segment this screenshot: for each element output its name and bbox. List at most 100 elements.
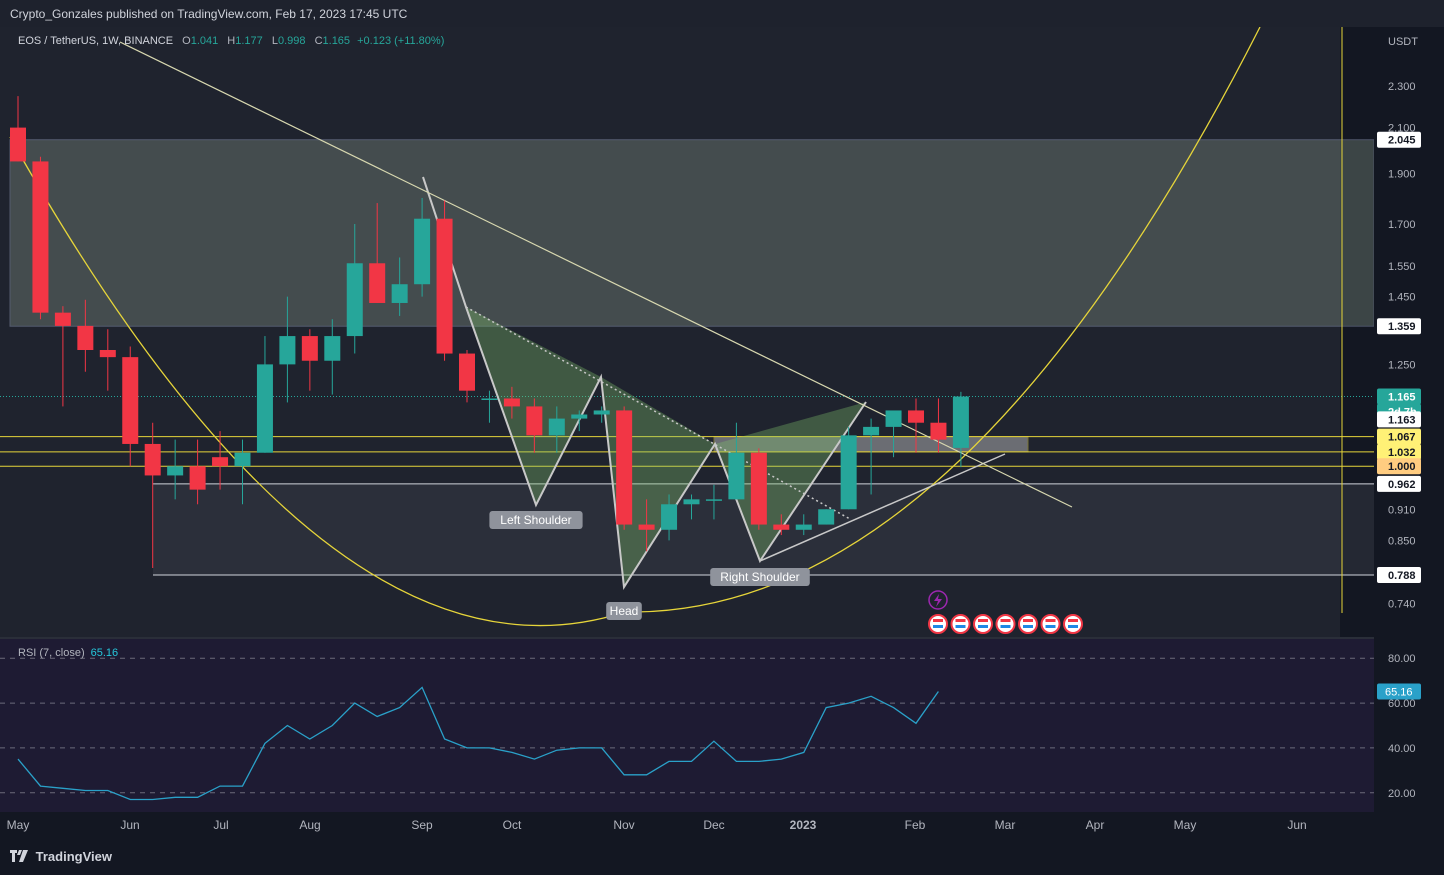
footer-brand[interactable]: TradingView xyxy=(10,849,112,864)
flag-stripe-icon xyxy=(933,625,943,628)
candle xyxy=(301,329,318,391)
future-area xyxy=(1340,27,1374,637)
supply-zone xyxy=(9,139,1375,327)
currency-label: USDT xyxy=(1388,36,1418,48)
candle-body xyxy=(369,263,386,303)
high-label: H xyxy=(227,35,236,47)
candle-body xyxy=(10,127,26,162)
rsi-legend: RSI (7, close) 65.16 xyxy=(18,647,118,659)
rsi-value-badge-text: 65.16 xyxy=(1385,686,1413,698)
pattern-label: Head xyxy=(610,604,639,618)
rsi-label: RSI (7, close) xyxy=(18,647,85,659)
candle-body xyxy=(54,312,71,326)
candle-body xyxy=(256,364,273,453)
candle-body xyxy=(391,284,408,303)
candle xyxy=(256,336,273,453)
price-tick-label: 1.250 xyxy=(1388,359,1416,371)
tradingview-logo-icon xyxy=(10,850,28,862)
high-value: 1.177 xyxy=(235,35,263,47)
pattern-label-bg xyxy=(606,602,642,620)
candle-body xyxy=(616,410,633,525)
candle xyxy=(593,406,610,423)
price-label-text: 0.962 xyxy=(1388,479,1416,491)
footer-brand-text: TradingView xyxy=(35,849,112,864)
time-tick-label: May xyxy=(7,818,30,832)
price-label-badge xyxy=(1377,388,1421,405)
rsi-pane-background xyxy=(0,639,1374,812)
descending-trendline xyxy=(119,41,1073,508)
candle xyxy=(167,439,184,500)
candle-body xyxy=(908,410,924,423)
candle xyxy=(459,350,475,403)
candle xyxy=(818,509,835,525)
candle xyxy=(705,484,722,520)
open-value: 1.041 xyxy=(190,35,219,47)
publisher-bar: Crypto_Gonzales published on TradingView… xyxy=(0,0,1444,27)
pattern-label-bg xyxy=(489,511,583,529)
flag-stripe-icon xyxy=(1068,619,1078,622)
candle-body xyxy=(212,457,229,467)
price-label-badge xyxy=(1377,318,1421,335)
candle-body xyxy=(683,499,700,505)
price-label-badge xyxy=(1377,428,1421,445)
candle xyxy=(212,431,229,490)
us-flag-event-icon xyxy=(1063,614,1083,634)
price-label-badge xyxy=(1377,566,1421,583)
candle-body xyxy=(593,410,610,415)
candle-body xyxy=(571,414,588,419)
rsi-tick-label: 40.00 xyxy=(1388,743,1416,755)
candle-body xyxy=(773,524,790,530)
candle xyxy=(885,410,902,458)
price-label-text: 1.067 xyxy=(1388,432,1416,444)
candle xyxy=(548,406,565,453)
candle xyxy=(324,319,341,395)
candle xyxy=(616,406,633,530)
lightning-glyph-icon xyxy=(934,594,942,607)
pattern-label: Left Shoulder xyxy=(500,513,571,527)
pattern-outline xyxy=(422,176,867,590)
price-label-badge xyxy=(1377,131,1421,148)
time-tick-label: Nov xyxy=(613,818,634,832)
open-label: O xyxy=(182,35,191,47)
price-label-text: 1.163 xyxy=(1388,414,1416,426)
flag-stripe-icon xyxy=(933,619,943,622)
candle xyxy=(279,296,296,403)
candle xyxy=(638,499,655,552)
price-label-badge xyxy=(1377,411,1421,428)
candle-body xyxy=(32,161,49,313)
rsi-line xyxy=(17,686,939,801)
price-label-badge xyxy=(1377,475,1421,492)
candle-body xyxy=(863,426,880,436)
time-tick-label: Jul xyxy=(213,818,228,832)
candle-body xyxy=(795,524,812,530)
candle-body xyxy=(99,350,116,358)
us-flag-event-icon xyxy=(1018,614,1038,634)
candle xyxy=(728,422,745,500)
candle xyxy=(952,391,969,468)
price-label-badge xyxy=(1377,443,1421,460)
price-tick-label: 0.910 xyxy=(1388,504,1416,516)
flag-stripe-icon xyxy=(1045,619,1056,622)
us-flag-event-icon xyxy=(950,614,971,634)
candle-body xyxy=(301,336,318,361)
candle-body xyxy=(526,406,543,436)
candle-body xyxy=(234,452,251,467)
candle xyxy=(77,299,94,372)
close-value: 1.165 xyxy=(322,35,351,47)
price-label-text: 2.045 xyxy=(1388,135,1416,147)
flag-stripe-icon xyxy=(1000,625,1011,628)
time-tick-label: Feb xyxy=(905,818,926,832)
price-tick-label: 2.300 xyxy=(1388,81,1416,93)
candle-body xyxy=(638,524,655,530)
candle xyxy=(32,156,49,320)
price-chart[interactable]: Left Shoulder Head Right Shoulder 2.300 2.10… xyxy=(0,27,1444,847)
candle xyxy=(369,203,386,303)
time-tick-label: Jun xyxy=(120,818,139,832)
flag-stripe-icon xyxy=(978,625,988,628)
change-value: +0.123 (+11.80%) xyxy=(357,35,445,47)
rsi-tick-label: 60.00 xyxy=(1388,698,1416,710)
rsi-tick-label: 20.00 xyxy=(1388,788,1416,800)
symbol-name: EOS / TetherUS, 1W, BINANCE xyxy=(18,35,174,47)
candle xyxy=(863,418,880,495)
price-label-text: 1.000 xyxy=(1388,461,1416,473)
